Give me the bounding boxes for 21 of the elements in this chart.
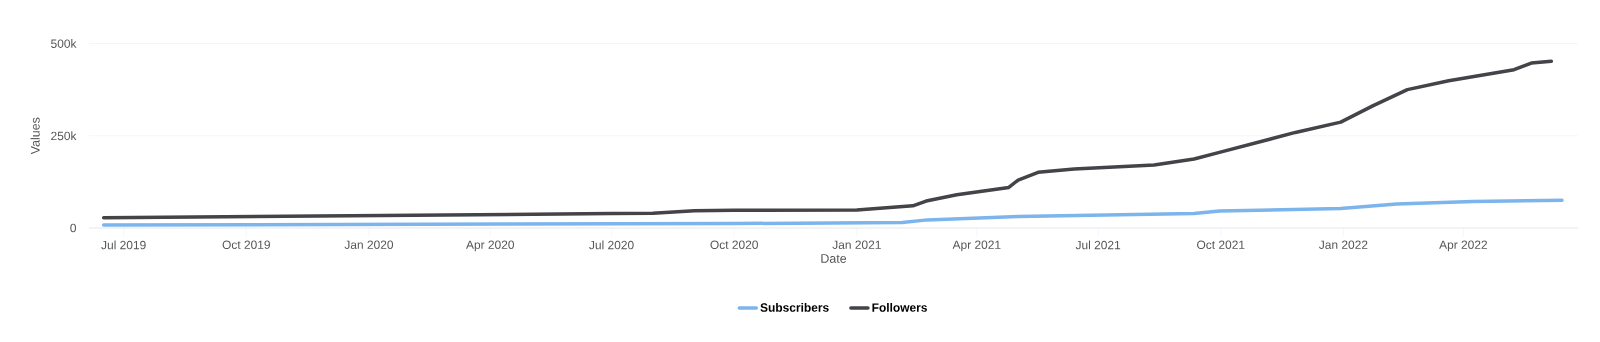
line-series: [101, 59, 1554, 220]
x-tick-label: Jul 2019: [101, 240, 146, 250]
x-tick-label: Jan 2020: [344, 240, 394, 249]
x-tick-label: Apr 2020: [466, 240, 515, 252]
x-tick-label: Oct 2020: [710, 240, 758, 249]
line-series: [101, 198, 1564, 227]
legend-label: Subscribers: [760, 303, 829, 312]
y-tick-label: 500k: [51, 39, 77, 48]
x-tick-label: Jul 2021: [1075, 240, 1121, 250]
x-axis-title: Date: [821, 254, 847, 263]
y-axis-title: Values: [30, 117, 40, 155]
x-tick-label: Apr 2022: [1439, 240, 1488, 252]
x-tick-label: Jul 2020: [589, 240, 634, 250]
x-tick-label: Jan 2021: [832, 240, 881, 249]
x-tick-label: Jan 2022: [1318, 240, 1368, 249]
x-tick-label: Oct 2021: [1197, 240, 1245, 249]
x-tick-label: Apr 2021: [952, 240, 1001, 252]
y-tick-label: 0: [70, 223, 77, 233]
x-tick-label: Oct 2019: [222, 240, 270, 249]
legend-label: Followers: [872, 303, 927, 312]
y-tick-label: 250k: [51, 131, 77, 141]
